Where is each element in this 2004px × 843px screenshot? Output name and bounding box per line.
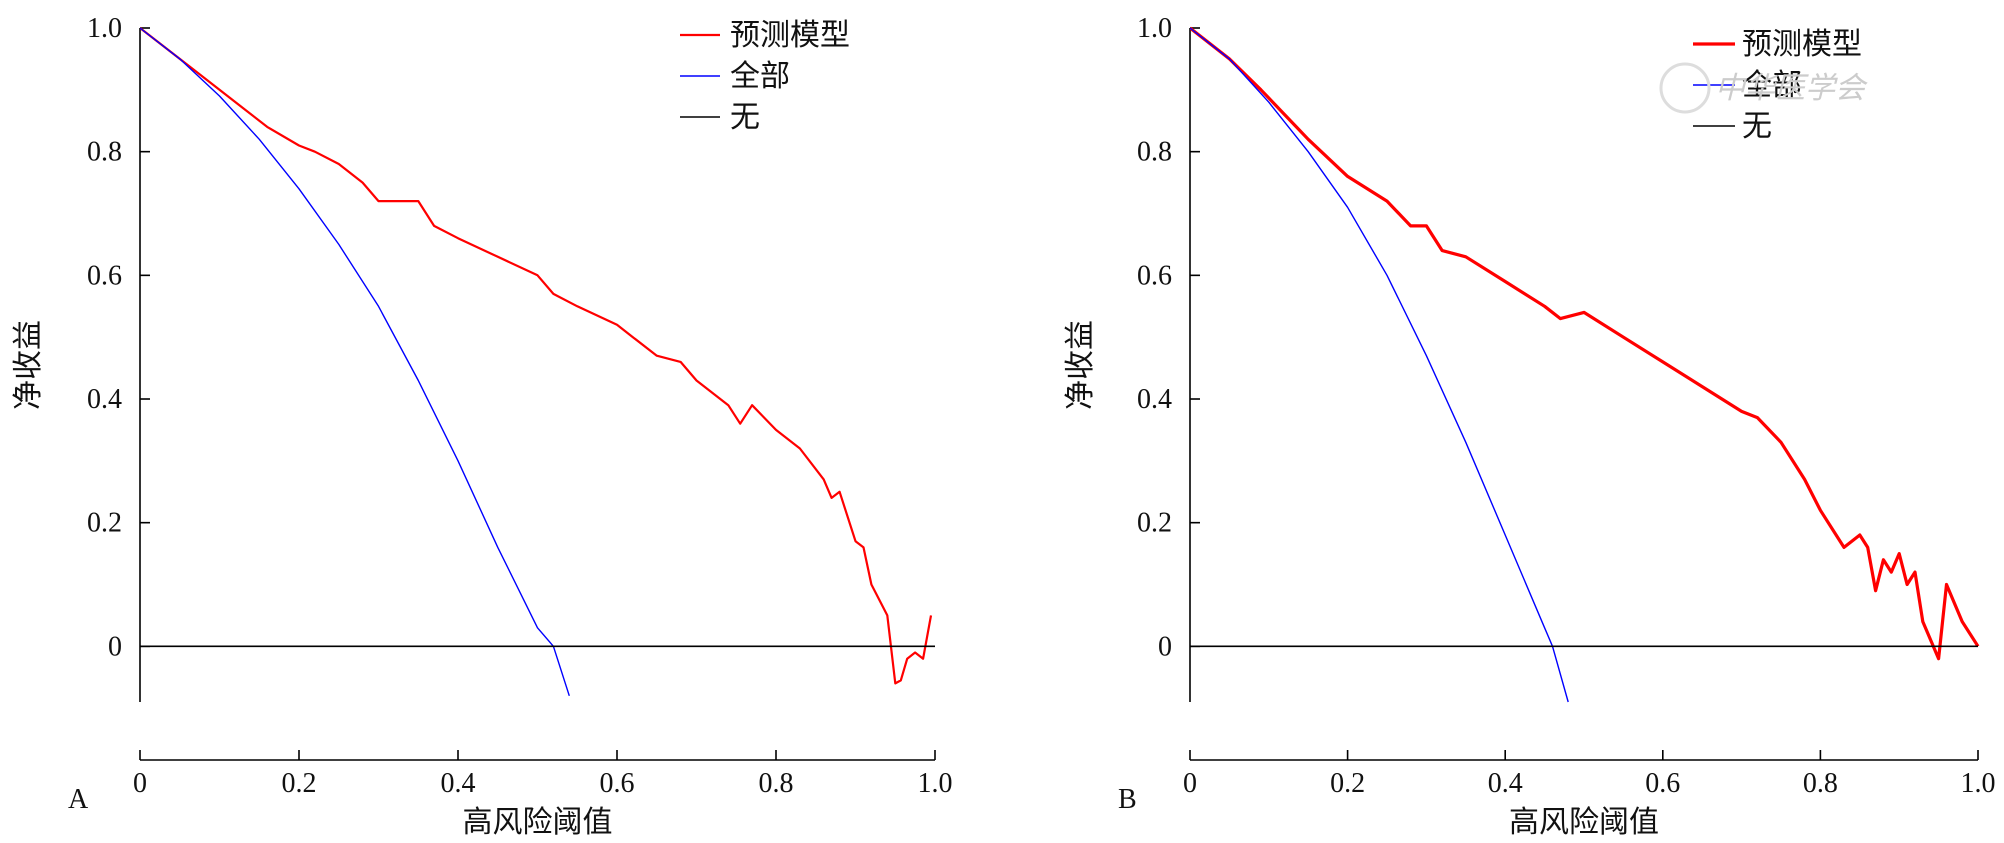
y-tick-label: 0.2 [87, 508, 122, 539]
x-axis-title: 高风险阈值 [463, 806, 613, 839]
chart-panel-a: 0 0.2 0.4 0.6 0.8 1.0 0 0.2 0.4 0.6 0.8 1.0 预测模型全部无高… [12, 13, 953, 839]
chart-panel-b: 0 0.2 0.4 0.6 0.8 1.0 0 0.2 0.4 0.6 0.8 1.0 预测模型全部无高… [1064, 13, 1996, 839]
watermark-text: 中华医学会 [1715, 72, 1868, 105]
x-tick-label: 0.2 [282, 768, 317, 799]
y-tick-label: 0 [1158, 631, 1172, 662]
y-tick-label: 0.8 [1137, 137, 1172, 168]
y-tick-label: 1.0 [87, 13, 122, 44]
x-tick-label: 1.0 [918, 768, 953, 799]
legend-label-treat-none: 无 [730, 101, 760, 134]
legend-label-model: 预测模型 [730, 19, 850, 52]
x-tick-label: 0.6 [1645, 768, 1680, 799]
x-tick-label: 0 [133, 768, 147, 799]
series-line-model [1190, 26, 1980, 661]
y-tick-label: 0.4 [1137, 384, 1172, 415]
y-axis-title: 净收益 [12, 320, 45, 410]
panel-label: B [1118, 784, 1137, 815]
y-tick-label: 0.4 [87, 384, 122, 415]
x-axis-title: 高风险阈值 [1509, 806, 1659, 839]
x-tick-label: 1.0 [1961, 768, 1996, 799]
y-tick-label: 0.2 [1137, 508, 1172, 539]
legend-label-treat-none: 无 [1742, 110, 1772, 143]
panel-label: A [68, 784, 89, 815]
x-tick-label: 0 [1183, 768, 1197, 799]
y-tick-label: 0 [108, 631, 122, 662]
y-tick-label: 0.6 [87, 260, 122, 291]
x-tick-label: 0.4 [441, 768, 476, 799]
x-tick-label: 0.6 [600, 768, 635, 799]
y-tick-label: 1.0 [1137, 13, 1172, 44]
x-tick-label: 0.8 [759, 768, 794, 799]
x-tick-label: 0.4 [1488, 768, 1523, 799]
watermark-seal-icon [1659, 62, 1711, 114]
x-tick-label: 0.8 [1803, 768, 1838, 799]
y-tick-label: 0.6 [1137, 260, 1172, 291]
legend-label-model: 预测模型 [1742, 28, 1862, 61]
y-tick-label: 0.8 [87, 137, 122, 168]
series-line-model [140, 27, 933, 685]
series-line-treat-all [140, 27, 570, 697]
legend-label-treat-all: 全部 [1742, 69, 1802, 102]
y-axis-title: 净收益 [1064, 320, 1097, 410]
series-line-treat-all [1190, 27, 1569, 703]
x-tick-label: 0.2 [1330, 768, 1365, 799]
legend-label-treat-all: 全部 [730, 60, 790, 93]
